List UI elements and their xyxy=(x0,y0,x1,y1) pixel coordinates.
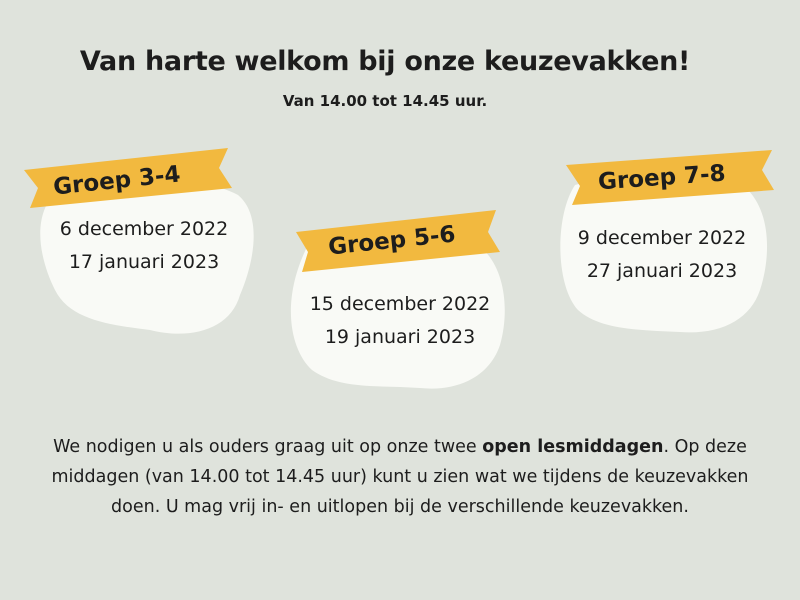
date-first: 15 december 2022 xyxy=(309,293,491,315)
tape-shape-group-7-8 xyxy=(566,150,774,205)
group-dates-3-4: 6 december 2022 17 januari 2023 xyxy=(42,213,246,279)
tape-shape-group-3-4 xyxy=(24,148,232,208)
blob-shape-group-5-6 xyxy=(290,235,505,389)
blob-shape-group-7-8 xyxy=(560,174,768,333)
intro-text-start: We nodigen u als ouders graag uit op onz… xyxy=(53,437,483,457)
date-second: 17 januari 2023 xyxy=(68,251,220,273)
group-dates-7-8: 9 december 2022 27 januari 2023 xyxy=(560,222,764,288)
date-second: 19 januari 2023 xyxy=(324,326,476,348)
intro-text-bold: open lesmiddagen xyxy=(482,437,664,457)
intro-text-end: . Op deze middagen (van 14.00 tot 14.45 … xyxy=(51,437,749,517)
group-dates-5-6: 15 december 2022 19 januari 2023 xyxy=(294,288,506,354)
page-title: Van harte welkom bij onze keuzevakken! xyxy=(79,46,691,77)
date-first: 9 december 2022 xyxy=(577,227,747,249)
blob-shape-group-3-4 xyxy=(40,177,254,334)
date-second: 27 januari 2023 xyxy=(586,260,738,282)
page-subtitle: Van 14.00 tot 14.45 uur. xyxy=(282,92,488,110)
intro-paragraph: We nodigen u als ouders graag uit op onz… xyxy=(30,432,770,522)
date-first: 6 december 2022 xyxy=(59,218,229,240)
tape-shape-group-5-6 xyxy=(296,210,500,272)
